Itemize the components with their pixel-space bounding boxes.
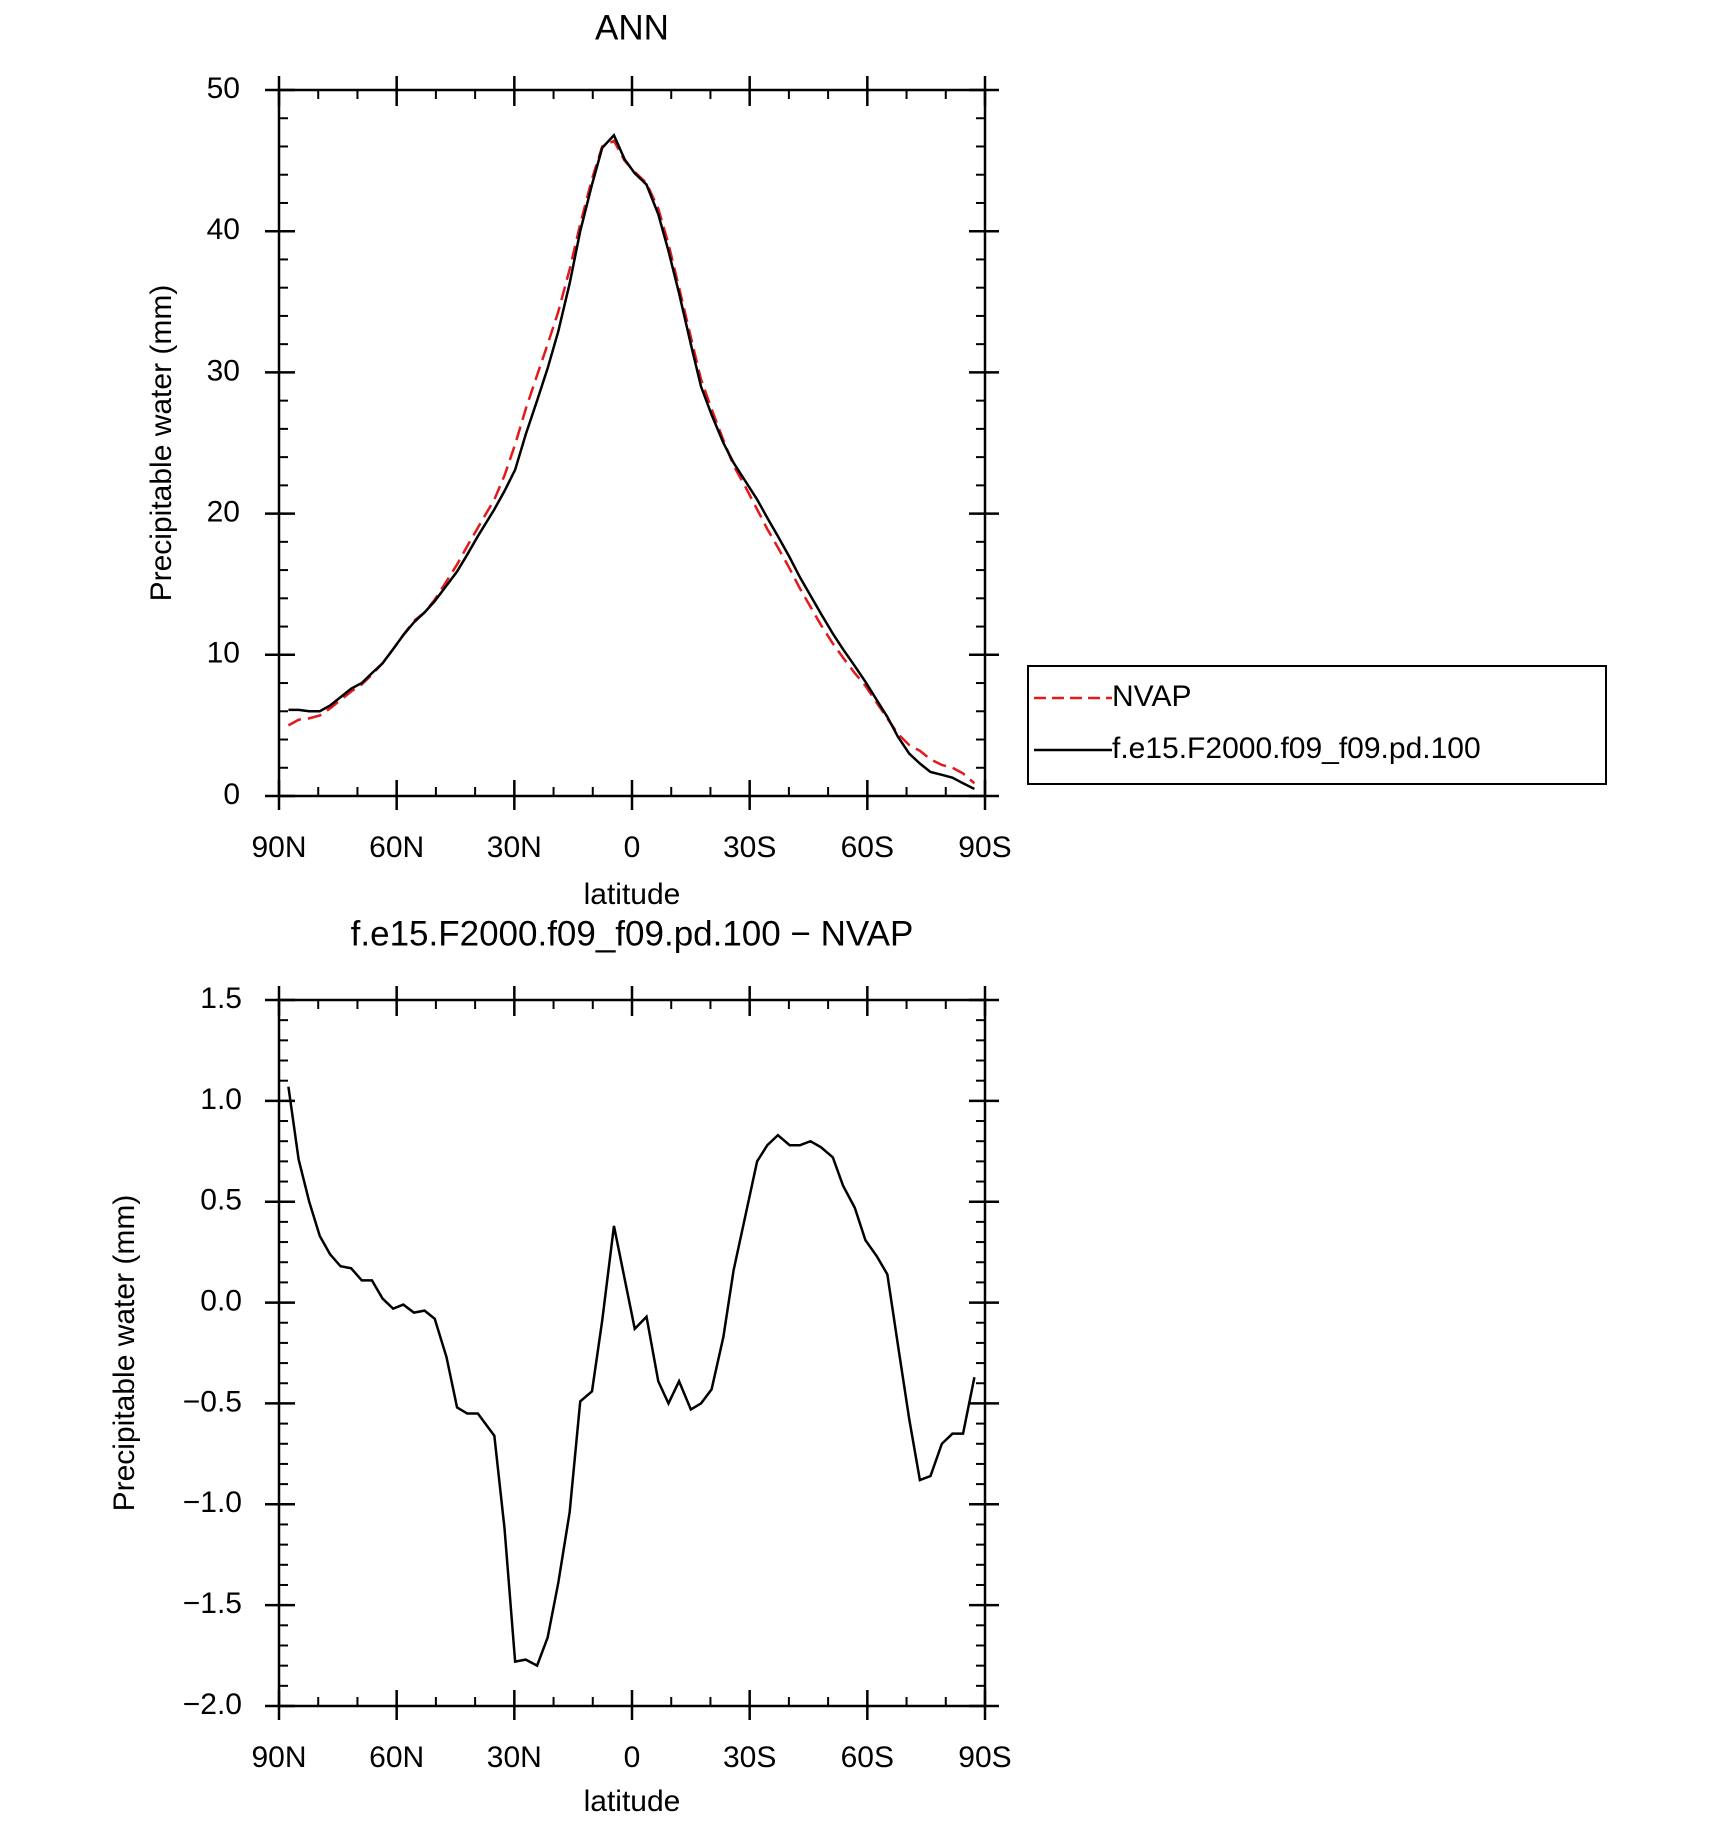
x-tick-label: 0 xyxy=(624,1741,641,1774)
y-tick-label: 40 xyxy=(207,213,240,246)
legend-label: NVAP xyxy=(1112,680,1191,713)
x-axis-label: latitude xyxy=(584,878,681,911)
y-tick-label: 20 xyxy=(207,496,240,529)
y-tick-label: 0.5 xyxy=(200,1184,242,1217)
y-tick-label: 50 xyxy=(207,72,240,105)
x-tick-label: 30S xyxy=(723,831,776,864)
plot-frame xyxy=(277,88,987,798)
y-tick-label: −1.5 xyxy=(183,1587,242,1620)
x-tick-label: 90S xyxy=(958,831,1011,864)
x-tick-label: 90N xyxy=(251,1741,306,1774)
legend-box xyxy=(1027,665,1607,785)
legend-label: f.e15.F2000.f09_f09.pd.100 xyxy=(1112,732,1481,765)
x-tick-label: 60S xyxy=(841,1741,894,1774)
y-tick-label: −1.0 xyxy=(183,1486,242,1519)
x-tick-label: 30N xyxy=(487,831,542,864)
y-axis-label: Precipitable water (mm) xyxy=(108,1195,141,1512)
chart-title: ANN xyxy=(595,8,669,47)
plot-frame xyxy=(277,998,987,1708)
y-tick-label: 30 xyxy=(207,354,240,387)
y-tick-label: −0.5 xyxy=(183,1385,242,1418)
y-tick-label: 1.5 xyxy=(200,982,242,1015)
data-line xyxy=(287,139,976,785)
y-axis-label: Precipitable water (mm) xyxy=(145,285,178,602)
x-axis-label: latitude xyxy=(584,1785,681,1818)
x-tick-label: 0 xyxy=(624,831,641,864)
y-tick-label: 1.0 xyxy=(200,1083,242,1116)
data-line xyxy=(288,132,975,791)
x-tick-label: 90N xyxy=(251,831,306,864)
y-tick-label: −2.0 xyxy=(183,1688,242,1721)
x-tick-label: 30N xyxy=(487,1741,542,1774)
x-tick-label: 30S xyxy=(723,1741,776,1774)
x-tick-label: 60S xyxy=(841,831,894,864)
chart-title: f.e15.F2000.f09_f09.pd.100 − NVAP xyxy=(351,914,914,953)
x-tick-label: 60N xyxy=(369,1741,424,1774)
y-tick-label: 0 xyxy=(223,778,240,811)
x-tick-label: 60N xyxy=(369,831,424,864)
x-tick-label: 90S xyxy=(958,1741,1011,1774)
data-line xyxy=(287,1086,976,1668)
y-tick-label: 10 xyxy=(207,637,240,670)
y-tick-label: 0.0 xyxy=(200,1284,242,1317)
